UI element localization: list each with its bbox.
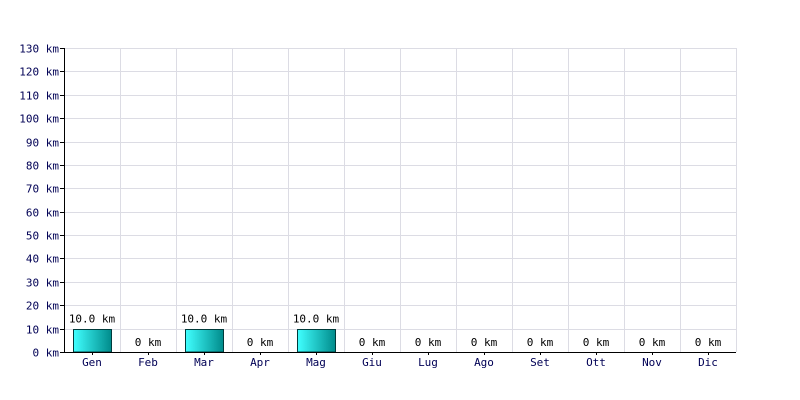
x-axis-tick-labels: Gen Feb Mar Apr Mag Giu Lug Ago Set Ott Nov Dic: [82, 356, 718, 369]
y-tick-label: 80 km: [26, 160, 59, 173]
data-label: 10.0 km: [181, 313, 228, 326]
y-axis-tick-labels: 0 km 10 km 20 km 30 km 40 km 50 km 60 km 70 km 8…: [19, 43, 59, 360]
data-labels: 10.0 km 0 km 10.0 km 0 km 10.0 km 0 km 0 km 0 k…: [69, 313, 722, 349]
x-tick-label: Lug: [418, 356, 438, 369]
data-label: 10.0 km: [293, 313, 340, 326]
x-tick-label: Gen: [82, 356, 102, 369]
x-tick-label: Giu: [362, 356, 382, 369]
data-label: 0 km: [639, 336, 666, 349]
y-tick-label: 70 km: [26, 183, 59, 196]
x-tick-label: Dic: [698, 356, 718, 369]
y-tick-label: 120 km: [19, 66, 59, 79]
bars: [73, 329, 336, 353]
x-tick-label: Ott: [586, 356, 606, 369]
data-label: 0 km: [247, 336, 274, 349]
y-tick-label: 40 km: [26, 253, 59, 266]
axes: [60, 48, 736, 355]
bar-mag: [297, 329, 336, 353]
x-tick-label: Apr: [250, 356, 270, 369]
x-tick-label: Set: [530, 356, 550, 369]
data-label: 0 km: [695, 336, 722, 349]
data-label: 0 km: [359, 336, 386, 349]
y-tick-label: 60 km: [26, 207, 59, 220]
x-tick-label: Mag: [306, 356, 326, 369]
data-label: 10.0 km: [69, 313, 116, 326]
y-tick-label: 110 km: [19, 90, 59, 103]
data-label: 0 km: [135, 336, 162, 349]
y-tick-label: 30 km: [26, 277, 59, 290]
data-label: 0 km: [527, 336, 554, 349]
y-tick-label: 50 km: [26, 230, 59, 243]
y-tick-label: 0 km: [33, 347, 60, 360]
x-tick-label: Mar: [194, 356, 214, 369]
grid: [64, 48, 737, 353]
x-tick-label: Ago: [474, 356, 494, 369]
data-label: 0 km: [583, 336, 610, 349]
x-tick-label: Feb: [138, 356, 158, 369]
bar-gen: [73, 329, 112, 353]
y-tick-label: 20 km: [26, 300, 59, 313]
y-tick-label: 100 km: [19, 113, 59, 126]
x-tick-label: Nov: [642, 356, 662, 369]
data-label: 0 km: [415, 336, 442, 349]
y-tick-label: 130 km: [19, 43, 59, 56]
data-label: 0 km: [471, 336, 498, 349]
y-tick-label: 90 km: [26, 137, 59, 150]
bar-mar: [185, 329, 224, 353]
y-tick-label: 10 km: [26, 324, 59, 337]
